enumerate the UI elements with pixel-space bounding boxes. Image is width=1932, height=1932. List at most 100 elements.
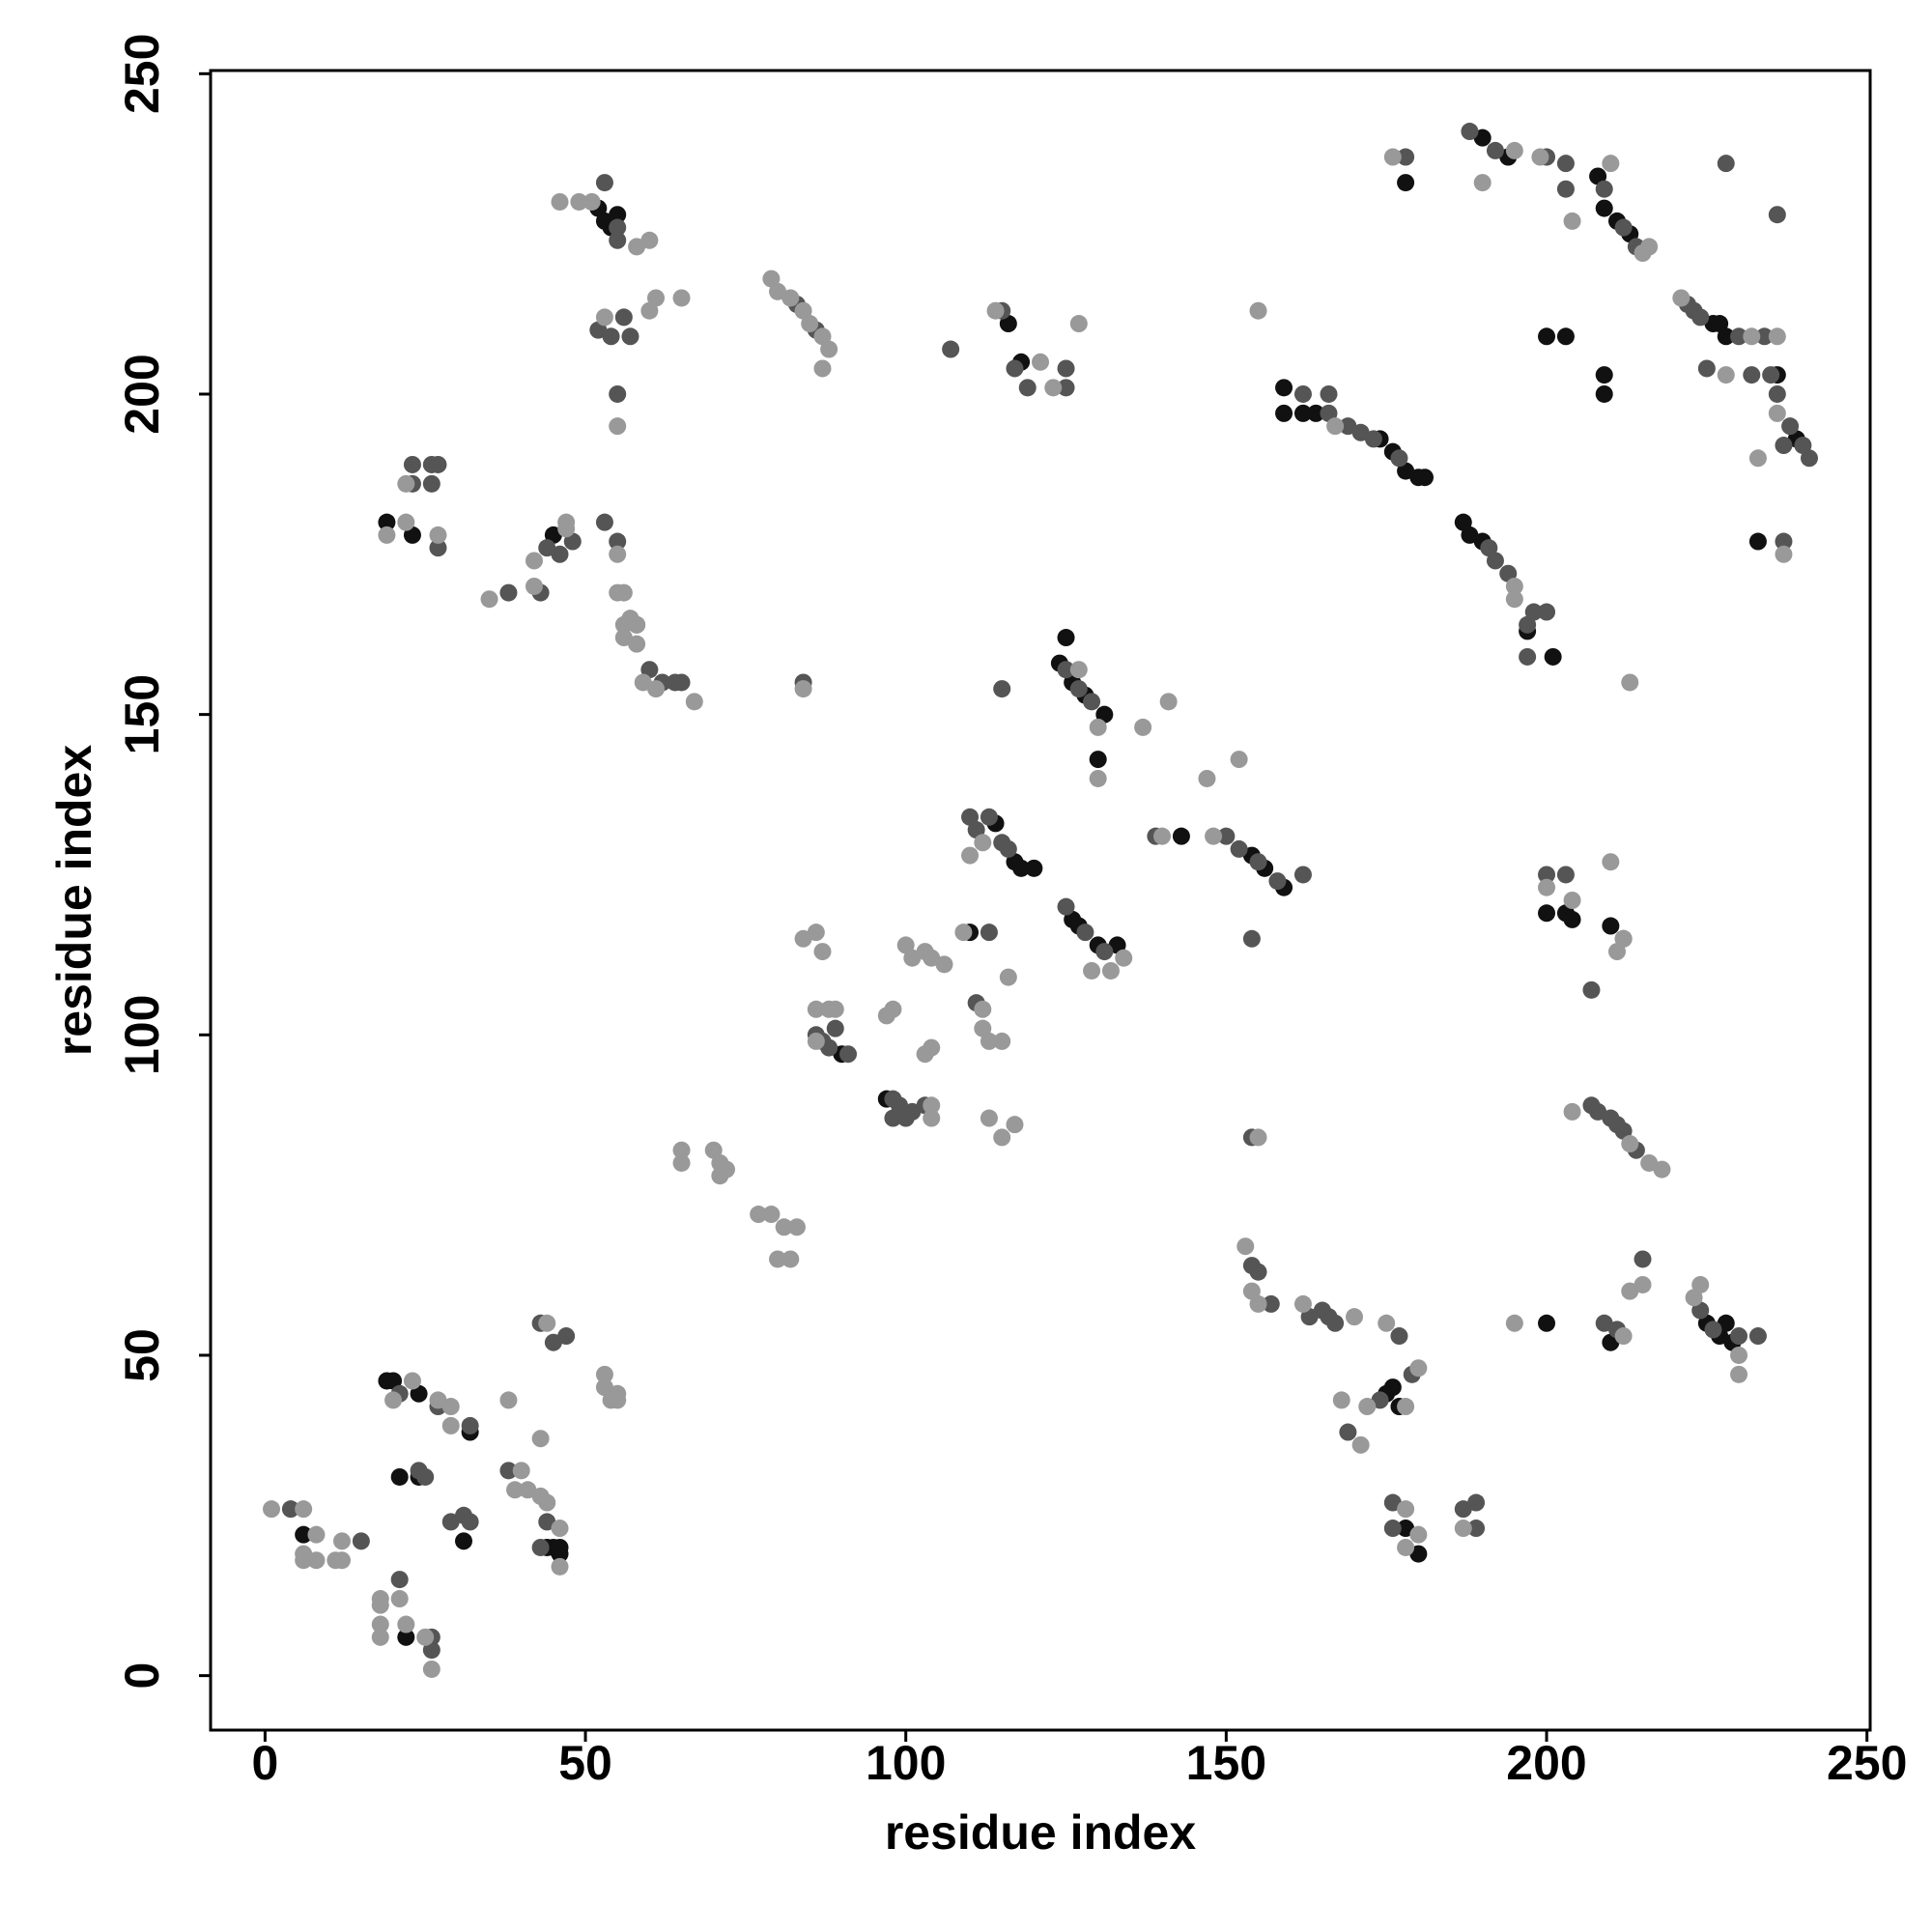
point <box>332 1532 351 1550</box>
point <box>441 1513 460 1531</box>
point <box>1326 1314 1345 1332</box>
point <box>410 1384 428 1403</box>
point <box>813 943 832 961</box>
point <box>1057 359 1075 378</box>
point <box>787 1218 806 1236</box>
point <box>614 583 633 602</box>
point <box>557 1327 576 1346</box>
point <box>614 629 633 647</box>
point <box>263 1500 281 1519</box>
point <box>1397 1500 1415 1519</box>
point <box>525 577 543 595</box>
point <box>634 673 652 692</box>
point <box>429 539 447 557</box>
point <box>1730 327 1748 346</box>
y-tick-label: 0 <box>115 1662 169 1690</box>
point <box>295 1551 313 1570</box>
point <box>441 1398 460 1416</box>
point <box>1006 1116 1024 1134</box>
point <box>1069 661 1088 679</box>
point <box>1069 315 1088 333</box>
point <box>1397 462 1415 480</box>
x-tick-label: 250 <box>1827 1736 1907 1790</box>
point <box>1249 301 1267 320</box>
point <box>980 1032 998 1050</box>
point <box>1544 647 1562 666</box>
point <box>1397 174 1415 192</box>
point <box>672 1141 691 1159</box>
point <box>813 359 832 378</box>
point <box>1326 417 1345 436</box>
point <box>544 526 562 544</box>
point <box>551 1538 569 1556</box>
point <box>884 1109 902 1127</box>
point <box>1621 1282 1639 1300</box>
point <box>1602 917 1620 935</box>
point <box>685 693 703 711</box>
point <box>595 513 613 531</box>
point <box>826 1019 844 1037</box>
point <box>480 590 498 609</box>
point <box>1595 199 1613 217</box>
point <box>896 936 915 954</box>
point <box>980 808 998 826</box>
point <box>1697 359 1716 378</box>
point <box>1320 404 1338 422</box>
point <box>1293 384 1312 403</box>
point <box>807 1000 825 1018</box>
x-tick-label: 100 <box>866 1736 946 1790</box>
point <box>538 1314 556 1332</box>
point <box>1595 366 1613 384</box>
point <box>974 1019 992 1037</box>
point <box>531 1430 550 1448</box>
point <box>1351 1435 1370 1454</box>
point <box>1499 564 1518 582</box>
point <box>1383 1493 1402 1512</box>
point <box>781 289 800 307</box>
point <box>595 1378 613 1397</box>
point <box>1415 469 1434 487</box>
point <box>429 1391 447 1409</box>
point <box>352 1532 370 1550</box>
point <box>1748 449 1767 468</box>
point <box>1454 513 1472 531</box>
point <box>384 1372 403 1390</box>
point <box>794 301 812 320</box>
point <box>1563 910 1581 928</box>
point <box>672 1153 691 1172</box>
point <box>1538 603 1556 621</box>
point <box>891 1096 909 1115</box>
point <box>1351 423 1370 441</box>
point <box>1454 1520 1472 1538</box>
point <box>441 1416 460 1435</box>
y-tick-label: 200 <box>115 354 169 434</box>
y-axis-label: residue index <box>47 745 101 1057</box>
point <box>551 192 569 211</box>
point <box>1268 872 1287 891</box>
point <box>1083 961 1101 980</box>
x-tick-label: 200 <box>1506 1736 1586 1790</box>
point <box>1217 827 1236 845</box>
point <box>1293 404 1312 422</box>
point <box>903 949 922 967</box>
point <box>1249 853 1267 871</box>
point <box>332 1551 351 1570</box>
point <box>1409 1525 1428 1544</box>
point <box>1653 1160 1671 1179</box>
point <box>609 545 627 563</box>
point <box>563 532 582 551</box>
point <box>1069 680 1088 698</box>
point <box>1172 827 1190 845</box>
point <box>1236 1237 1255 1256</box>
point <box>538 1513 556 1531</box>
point <box>499 1391 518 1409</box>
point <box>582 192 601 211</box>
point <box>551 545 569 563</box>
point <box>1346 1308 1364 1326</box>
point <box>1095 705 1114 724</box>
point <box>980 1109 998 1127</box>
point <box>923 1038 941 1057</box>
point <box>609 218 627 237</box>
point <box>1519 647 1537 666</box>
point <box>1556 866 1575 884</box>
